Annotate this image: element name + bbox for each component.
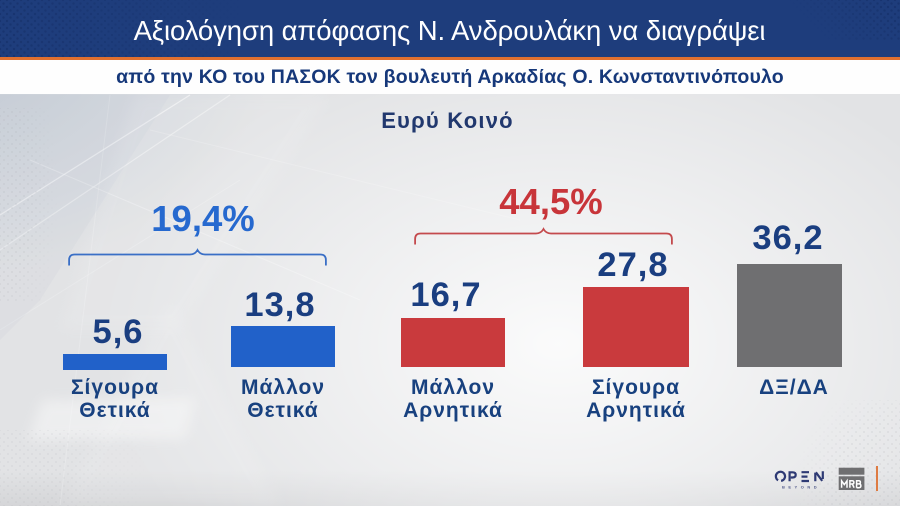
svg-text:BEYOND: BEYOND: [782, 484, 820, 489]
